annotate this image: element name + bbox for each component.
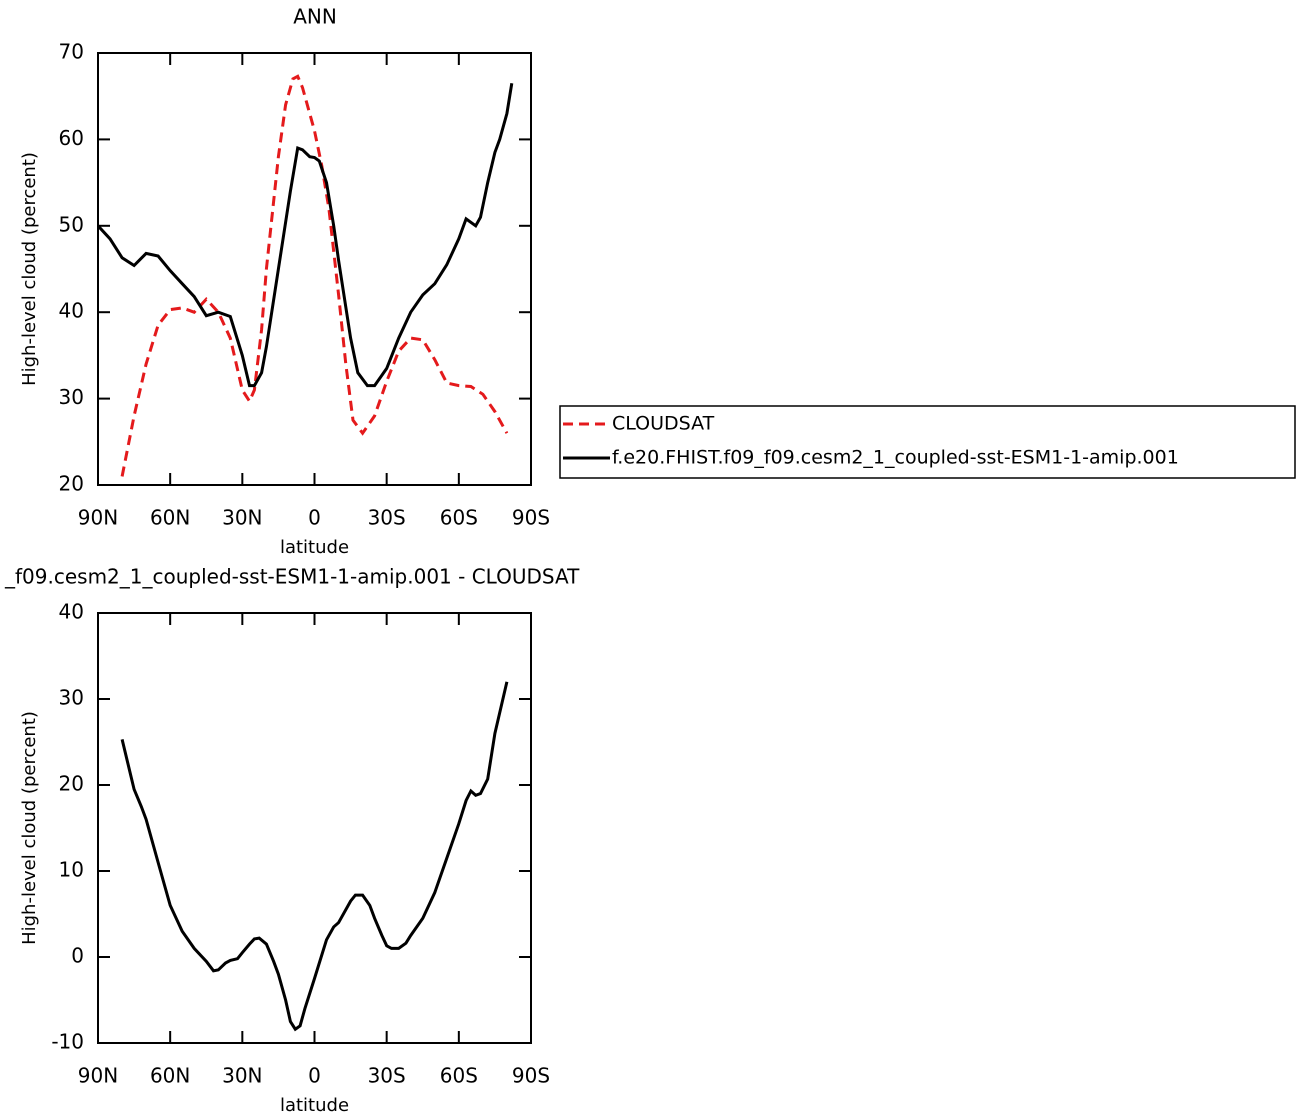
x-tick-label: 30S bbox=[368, 506, 406, 530]
legend-label: CLOUDSAT bbox=[612, 413, 715, 435]
chart-title: ANN bbox=[293, 5, 337, 29]
x-tick-label: 30N bbox=[222, 506, 262, 530]
y-tick-label: 0 bbox=[71, 944, 84, 968]
series-line bbox=[120, 681, 509, 1032]
x-tick-label: 0 bbox=[308, 1064, 321, 1088]
x-tick-label: 60S bbox=[440, 1064, 478, 1088]
plot-frame bbox=[97, 52, 532, 486]
series-line bbox=[120, 74, 509, 477]
y-axis-label: High-level cloud (percent) bbox=[19, 711, 40, 945]
x-tick-label: 0 bbox=[308, 506, 321, 530]
x-tick-label: 30N bbox=[222, 1064, 262, 1088]
y-tick-label: 60 bbox=[59, 126, 84, 150]
y-tick-label: 50 bbox=[59, 212, 84, 236]
y-tick-label: 40 bbox=[59, 299, 84, 323]
x-tick-label: 30S bbox=[368, 1064, 406, 1088]
x-tick-label: 90N bbox=[78, 1064, 118, 1088]
y-axis-label: High-level cloud (percent) bbox=[19, 152, 40, 386]
y-tick-label: -10 bbox=[51, 1030, 84, 1054]
x-tick-label: 90N bbox=[78, 506, 118, 530]
legend-label: f.e20.FHIST.f09_f09.cesm2_1_coupled-sst-… bbox=[612, 447, 1179, 469]
x-axis-label: latitude bbox=[280, 537, 349, 558]
x-axis-label: latitude bbox=[280, 1095, 349, 1116]
y-tick-label: 10 bbox=[59, 858, 84, 882]
y-tick-label: 20 bbox=[59, 772, 84, 796]
x-tick-label: 90S bbox=[512, 506, 550, 530]
chart-title: _f09.cesm2_1_coupled-sst-ESM1-1-amip.001… bbox=[4, 565, 580, 589]
x-tick-label: 60N bbox=[150, 1064, 190, 1088]
x-tick-label: 60S bbox=[440, 506, 478, 530]
legend-box bbox=[559, 405, 1296, 479]
y-tick-label: 40 bbox=[59, 600, 84, 624]
y-tick-label: 30 bbox=[59, 686, 84, 710]
x-tick-label: 60N bbox=[150, 506, 190, 530]
series-line bbox=[96, 82, 514, 388]
x-tick-label: 90S bbox=[512, 1064, 550, 1088]
y-tick-label: 20 bbox=[59, 472, 84, 496]
y-tick-label: 70 bbox=[59, 40, 84, 64]
y-tick-label: 30 bbox=[59, 385, 84, 409]
